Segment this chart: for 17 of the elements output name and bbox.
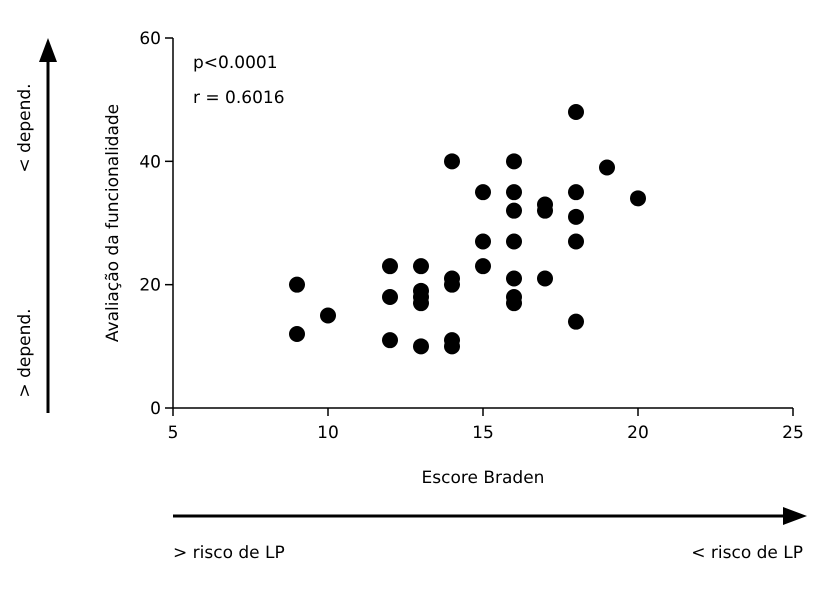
x-tick-label: 10 <box>317 423 339 443</box>
y-tick-label: 0 <box>150 398 161 419</box>
text: < risco de LP <box>691 543 803 563</box>
y-axis-title: Avaliação da funcionalidade <box>103 104 123 342</box>
annotation: p<0.0001 <box>193 53 278 73</box>
text: > depend. <box>15 308 35 398</box>
x-tick-label: 20 <box>627 423 649 443</box>
x-tick-label: 5 <box>168 423 178 443</box>
x-axis-title: Escore Braden <box>422 468 544 488</box>
annotation: r = 0.6016 <box>193 88 285 108</box>
y-tick-label: 60 <box>139 28 161 49</box>
text: < depend. <box>15 83 35 173</box>
x-tick-label: 25 <box>782 423 804 443</box>
y-tick-label: 20 <box>139 276 161 296</box>
text: > risco de LP <box>173 543 285 563</box>
x-tick-label: 15 <box>472 423 494 443</box>
y-tick-label: 40 <box>139 152 161 172</box>
